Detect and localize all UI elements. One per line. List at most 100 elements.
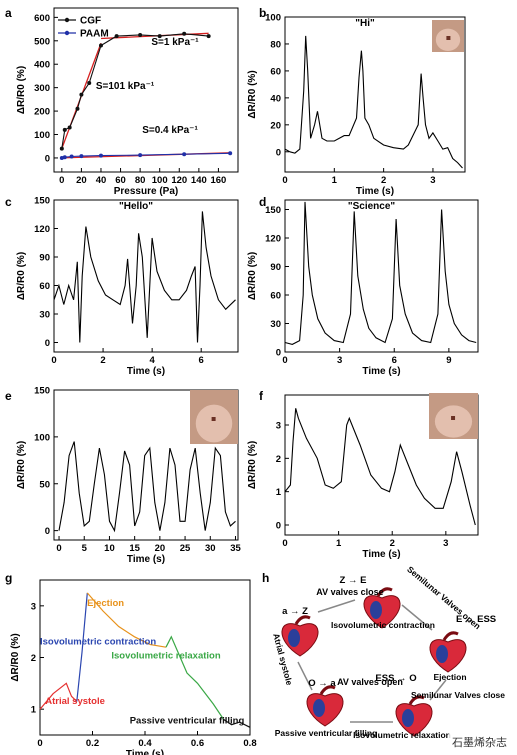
panel-letter: d xyxy=(259,195,266,209)
x-axis-label: Time (s) xyxy=(126,749,164,755)
data-point xyxy=(75,106,80,111)
data-point xyxy=(59,146,64,151)
y-tick-label: 0 xyxy=(45,338,50,349)
data-point xyxy=(206,34,211,39)
heart-shape xyxy=(306,693,344,727)
y-axis-label: ΔR/R0 (%) xyxy=(247,441,258,489)
heart-shape xyxy=(429,639,467,673)
x-tick-label: 30 xyxy=(205,543,216,554)
y-tick-label: 0 xyxy=(276,147,281,158)
photo-skin xyxy=(434,405,473,438)
diagram-label: Isovolumetric relaxation xyxy=(353,730,451,740)
x-tick-label: 3 xyxy=(430,175,435,186)
inset-photo xyxy=(429,393,478,439)
x-tick-label: 1 xyxy=(336,538,342,549)
x-tick-label: 0 xyxy=(51,355,56,366)
data-point xyxy=(62,155,67,160)
y-tick-label: 0 xyxy=(276,348,281,359)
diagram-label: Ejection xyxy=(433,672,466,682)
heart-vessel xyxy=(319,685,336,695)
heart-chamber xyxy=(288,629,300,647)
x-tick-label: 60 xyxy=(115,175,126,186)
panel-b: b 0 1 2 3 0 20 40 60 80 100 Time (s) ΔR/R0 (%) "Hi" xyxy=(247,6,466,197)
phase-label: Isovolumetric contraction xyxy=(40,637,156,648)
x-tick-label: 35 xyxy=(230,543,241,554)
y-tick-label: 600 xyxy=(34,13,50,24)
axes-frame xyxy=(53,199,239,353)
y-tick-label: 120 xyxy=(34,224,50,235)
y-tick-label: 60 xyxy=(270,66,281,77)
x-axis-label: Time (s) xyxy=(362,549,400,560)
x-tick-label: 0.8 xyxy=(243,738,256,749)
diagram-label: Semilunar Valves close xyxy=(411,690,505,700)
x-tick-label: 1 xyxy=(332,175,338,186)
y-tick-label: 90 xyxy=(39,253,50,264)
heart-chamber xyxy=(436,645,448,663)
series-line-0 xyxy=(284,201,477,345)
x-tick-label: 3 xyxy=(337,355,342,366)
y-tick-label: 400 xyxy=(34,60,50,71)
data-point xyxy=(114,34,119,39)
data-point xyxy=(62,127,67,132)
x-axis-label: Time (s) xyxy=(356,186,394,197)
heart-chamber xyxy=(370,601,382,619)
y-axis-label: ΔR/R0 (%) xyxy=(247,252,258,300)
inset-photo xyxy=(190,390,238,444)
y-tick-label: 300 xyxy=(34,83,50,94)
data-point xyxy=(87,80,92,85)
data-point xyxy=(98,43,103,48)
annotation: S=0.4 kPa⁻¹ xyxy=(142,125,198,136)
y-tick-label: 90 xyxy=(270,262,281,273)
x-tick-label: 0.4 xyxy=(138,738,152,749)
panel-letter: h xyxy=(262,571,269,585)
x-tick-label: 6 xyxy=(392,355,397,366)
panel-letter: f xyxy=(259,389,264,403)
y-tick-label: 150 xyxy=(265,205,281,216)
x-tick-label: 0.6 xyxy=(191,738,204,749)
y-tick-label: 1 xyxy=(31,705,37,716)
x-axis-label: Time (s) xyxy=(127,366,165,377)
heart-vessel xyxy=(408,695,425,705)
heart-4 xyxy=(281,615,319,657)
data-point xyxy=(79,92,84,97)
y-tick-label: 150 xyxy=(34,196,50,207)
y-tick-label: 40 xyxy=(270,93,281,104)
x-tick-label: 0 xyxy=(282,175,287,186)
inset-photo xyxy=(432,20,464,52)
x-tick-label: 15 xyxy=(129,543,140,554)
phase-label: Passive ventricular filling xyxy=(130,716,245,727)
panel-letter: g xyxy=(5,571,12,585)
data-point xyxy=(228,151,233,156)
legend-marker xyxy=(64,17,70,23)
panel-f: f 0 1 2 3 0 1 2 3 Time (s) ΔR/R0 (%) xyxy=(247,389,479,560)
x-tick-label: 20 xyxy=(155,543,166,554)
x-tick-label: 9 xyxy=(446,355,451,366)
x-axis-label: Time (s) xyxy=(362,366,400,377)
cycle-arrow xyxy=(317,599,356,613)
y-tick-label: 100 xyxy=(265,13,281,24)
annotation: S=1 kPa⁻¹ xyxy=(151,37,199,48)
legend-marker xyxy=(64,30,70,36)
diagram-label: a → Z xyxy=(282,606,308,617)
axes-frame xyxy=(284,394,479,536)
data-point xyxy=(138,32,143,37)
x-tick-label: 0 xyxy=(282,538,287,549)
x-tick-label: 100 xyxy=(152,175,168,186)
annotation: S=101 kPa⁻¹ xyxy=(96,81,155,92)
y-tick-label: 2 xyxy=(276,454,281,465)
heart-3 xyxy=(306,685,344,727)
panel-letter: e xyxy=(5,389,12,403)
panel-letter: a xyxy=(5,6,12,20)
diagram-label: Passive ventricular filling xyxy=(275,728,378,738)
axes-frame xyxy=(53,7,239,173)
data-point xyxy=(182,31,187,36)
x-tick-label: 2 xyxy=(381,175,386,186)
panel-e: e 0 5 10 15 20 25 30 35 0 50 100 150 Time (s) ΔR/R0 (%… xyxy=(5,386,241,566)
y-tick-label: 500 xyxy=(34,36,50,47)
y-tick-label: 60 xyxy=(39,281,50,292)
chart-title: "Hello" xyxy=(119,201,153,212)
x-axis-label: Pressure (Pa) xyxy=(114,186,178,197)
